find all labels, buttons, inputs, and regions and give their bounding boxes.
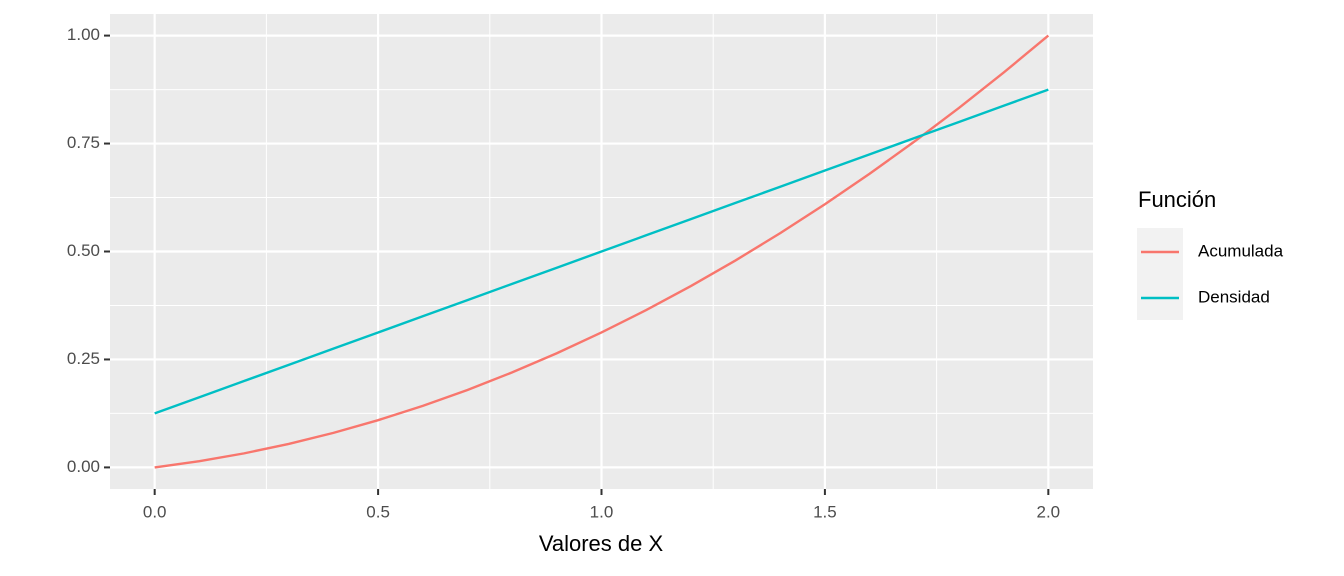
y-tick-label: 0.75 (67, 133, 100, 152)
x-tick-label: 1.0 (590, 502, 614, 521)
legend-key-background (1137, 228, 1183, 320)
x-tick-label: 1.5 (813, 502, 837, 521)
legend-title: Función (1138, 187, 1216, 212)
y-tick-label: 0.50 (67, 241, 100, 260)
series-line (154, 34, 1050, 469)
legend-label: Densidad (1198, 287, 1270, 306)
y-tick-label: 0.25 (67, 349, 100, 368)
x-axis-title: Valores de X (539, 531, 664, 556)
series-line (154, 88, 1049, 415)
y-tick-label: 0.00 (67, 457, 100, 476)
legend-label: Acumulada (1198, 241, 1284, 260)
x-tick-label: 0.0 (143, 502, 167, 521)
x-tick-label: 2.0 (1036, 502, 1060, 521)
x-tick-label: 0.5 (366, 502, 390, 521)
y-tick-label: 1.00 (67, 25, 100, 44)
